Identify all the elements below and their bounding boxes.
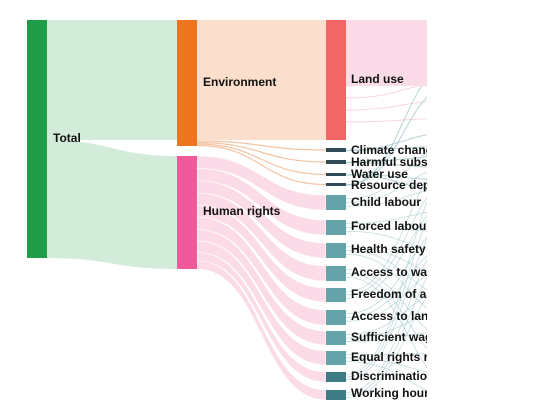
label-harmful-substances: Harmful subs [351, 155, 427, 169]
link-environment-land-use [197, 20, 326, 140]
link-cross-freedom-of-association-0 [345, 177, 427, 292]
link-cross-working-hours-1 [345, 276, 427, 396]
label-environment: Environment [203, 75, 276, 89]
link-cross-sufficient-wages-0 [345, 294, 427, 335]
label-working-hours: Working hour [351, 386, 427, 400]
link-cross-resource-depletion-0 [345, 77, 427, 186]
node-health-safety [326, 243, 346, 258]
link-cross-climate-change-1 [345, 146, 427, 152]
link-cross-water-use-0 [345, 174, 427, 180]
link-cross-access-to-water-1 [345, 273, 427, 349]
link-cross-discrimination-0 [345, 200, 427, 375]
link-cross-freedom-of-association-1 [345, 196, 427, 296]
node-land-use [326, 20, 346, 140]
label-equal-rights: Equal rights r [351, 350, 427, 364]
link-cross-discrimination-1 [345, 219, 427, 378]
label-land-use: Land use [351, 72, 404, 86]
node-equal-rights [326, 351, 346, 365]
link-cross-child-labour-2 [345, 190, 427, 207]
link-cross-access-to-land-1 [345, 255, 427, 318]
link-cross-child-labour-0 [345, 152, 427, 200]
node-working-hours [326, 390, 346, 400]
label-climate-change: Climate chang [351, 143, 427, 157]
label-forced-labour: Forced labou [351, 219, 426, 233]
sankey-viewport: Total Environment Human rights Land use Clim… [27, 20, 427, 401]
link-cross-land-use-1 [345, 83, 427, 99]
label-discrimination: Discriminatio [351, 369, 427, 383]
link-cross-freedom-of-association-2 [345, 215, 427, 299]
link-cross-resource-depletion-1 [345, 96, 427, 186]
link-cross-access-to-water-0 [345, 269, 427, 331]
link-cross-access-to-water-2 [345, 276, 427, 368]
link-cross-sufficient-wages-1 [345, 313, 427, 339]
sankey-labels: Total Environment Human rights Land use Clim… [53, 72, 427, 400]
link-cross-forced-labour-2 [345, 230, 427, 251]
link-cross-forced-labour-0 [345, 211, 427, 225]
node-climate-change [326, 148, 346, 152]
link-cross-land-use-2 [345, 100, 427, 111]
link-human-rights-child-labour [196, 155, 327, 211]
node-freedom-of-association [326, 288, 346, 302]
link-cross-working-hours-0 [345, 258, 427, 393]
sankey-svg: Total Environment Human rights Land use Clim… [27, 20, 427, 401]
link-total-human-rights [47, 140, 177, 269]
link-land-use-out [346, 20, 427, 86]
node-resource-depletion [326, 183, 346, 186]
link-cross-forced-labour-1 [345, 227, 427, 232]
link-environment-water-use [196, 143, 327, 176]
link-environment-resource-depletion [196, 144, 327, 186]
link-cross-harmful-substances-1 [345, 162, 427, 168]
link-cross-equal-rights-2 [345, 361, 427, 392]
label-total: Total [53, 131, 81, 145]
link-cross-working-hours-2 [345, 295, 427, 398]
link-cross-harmful-substances-0 [345, 156, 427, 163]
node-harmful-substances [326, 160, 346, 164]
label-health-safety: Health safety [351, 242, 426, 256]
label-freedom-of-association: Freedom of a [351, 287, 427, 301]
label-resource-depletion: Resource dep [351, 178, 427, 192]
link-cross-land-use-3 [345, 118, 427, 123]
node-environment [177, 20, 197, 146]
link-cross-sufficient-wages-2 [345, 332, 427, 342]
node-child-labour [326, 195, 346, 210]
link-cross-climate-change-0 [345, 134, 427, 151]
link-cross-equal-rights-1 [345, 357, 427, 373]
label-water-use: Water use [351, 167, 408, 181]
link-cross-access-to-land-2 [345, 274, 427, 322]
link-environment-harmful-substances [196, 141, 327, 163]
label-access-to-water: Access to wa [351, 265, 427, 279]
node-total [27, 20, 47, 258]
node-water-use [326, 173, 346, 176]
node-sufficient-wages [326, 331, 346, 345]
link-environment-climate-change [196, 140, 327, 151]
link-cross-child-labour-1 [345, 171, 427, 203]
sankey-links [47, 20, 427, 401]
link-cross-water-use-1 [345, 174, 427, 190]
link-cross-discrimination-2 [345, 237, 427, 380]
node-access-to-land [326, 310, 346, 325]
label-sufficient-wages: Sufficient wag [351, 330, 427, 344]
link-cross-equal-rights-0 [345, 352, 427, 355]
node-discrimination [326, 372, 346, 382]
node-human-rights [177, 156, 197, 269]
sankey-nodes [27, 20, 346, 400]
node-access-to-water [326, 266, 346, 281]
label-child-labour: Child labour [351, 195, 421, 209]
label-access-to-land: Access to lan [351, 309, 427, 323]
label-human-rights: Human rights [203, 204, 281, 218]
node-forced-labour [326, 220, 346, 235]
link-total-environment [47, 20, 177, 140]
